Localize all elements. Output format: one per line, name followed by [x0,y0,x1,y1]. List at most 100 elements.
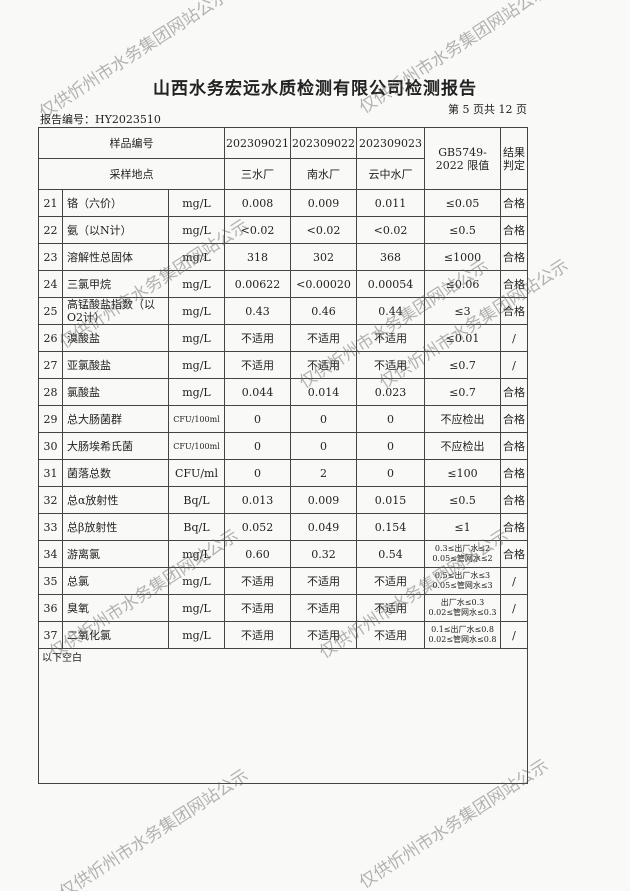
cell: 合格 [500,189,528,217]
data-row: 25 高锰酸盐指数（以O2计） mg/L 0.43 0.46 0.44 ≤3 合格 [38,297,528,325]
cell: ≤0.5 [424,486,501,514]
cell: / [500,594,528,622]
limit-line: 0.3≤出厂水≤2 [434,544,491,553]
limit-line: 出厂水≤0.3 [440,598,485,607]
cell: 0.052 [224,513,291,541]
cell: 合格 [500,243,528,271]
cell: 不适用 [224,351,291,379]
cell: mg/L [168,594,225,622]
data-row: 31 菌落总数 CFU/ml 0 2 0 ≤100 合格 [38,459,528,487]
cell: 二氧化氯 [62,621,169,649]
cell: ≤0.06 [424,270,501,298]
cell: 0.049 [290,513,357,541]
cell: 不适用 [290,621,357,649]
cell: 总氯 [62,567,169,595]
cell: 0.00622 [224,270,291,298]
data-row: 36 臭氧 mg/L 不适用 不适用 不适用 出厂水≤0.3 0.02≤管网水≤0.3/ [38,594,528,622]
cell: 合格 [500,540,528,568]
cell: mg/L [168,540,225,568]
cell: CFU/ml [168,459,225,487]
results-table: 样品编号 202309021 202309022 202309023 GB5749-20… [38,127,528,784]
cell: 0 [290,432,357,460]
cell: 302 [290,243,357,271]
header-cell: 云中水厂 [356,158,425,190]
cell: Bq/L [168,513,225,541]
cell: 0.015 [356,486,425,514]
header-cell: 结果判定 [500,127,528,190]
cell: 总α放射性 [62,486,169,514]
data-row: 28 氯酸盐 mg/L 0.044 0.014 0.023 ≤0.7 合格 [38,378,528,406]
data-row: 34 游离氯 mg/L 0.60 0.32 0.54 0.3≤出厂水≤2 0.05≤管网水≤2… [38,540,528,568]
cell: 0 [224,459,291,487]
cell: 31 [38,459,63,487]
cell: 34 [38,540,63,568]
cell: 总大肠菌群 [62,405,169,433]
cell: 0.46 [290,297,357,325]
cell: 0 [356,405,425,433]
cell: 总β放射性 [62,513,169,541]
cell: 合格 [500,216,528,244]
limit-cell: 出厂水≤0.3 0.02≤管网水≤0.3 [424,594,501,622]
header-cell: 202309023 [356,127,425,159]
cell: ≤0.05 [424,189,501,217]
cell: mg/L [168,351,225,379]
cell: / [500,621,528,649]
limit-line: 0.1≤出厂水≤0.8 [431,625,494,634]
limit-cell: 0.3≤出厂水≤2 0.05≤管网水≤2 [424,540,501,568]
cell: 0.60 [224,540,291,568]
limit-cell: 0.5≤出厂水≤3 0.05≤管网水≤3 [424,567,501,595]
cell: CFU/100ml [168,432,225,460]
cell: 0.54 [356,540,425,568]
cell: 33 [38,513,63,541]
cell: 合格 [500,432,528,460]
cell: mg/L [168,378,225,406]
cell: 2 [290,459,357,487]
cell: 溴酸盐 [62,324,169,352]
cell: 0 [290,405,357,433]
cell: 0.044 [224,378,291,406]
data-row: 21 铬（六价） mg/L 0.008 0.009 0.011 ≤0.05 合格 [38,189,528,217]
data-row: 29 总大肠菌群 CFU/100ml 0 0 0 不应检出 合格 [38,405,528,433]
cell: 0.154 [356,513,425,541]
cell: 32 [38,486,63,514]
cell: 0.44 [356,297,425,325]
cell: 合格 [500,459,528,487]
cell: ≤0.5 [424,216,501,244]
cell: 21 [38,189,63,217]
cell: 368 [356,243,425,271]
cell: 0.008 [224,189,291,217]
cell: 0 [224,432,291,460]
cell: 318 [224,243,291,271]
cell: 0.013 [224,486,291,514]
cell: Bq/L [168,486,225,514]
cell: 0.32 [290,540,357,568]
data-row: 27 亚氯酸盐 mg/L 不适用 不适用 不适用 ≤0.7/ [38,351,528,379]
cell: 氨（以N计） [62,216,169,244]
cell: 不适用 [290,594,357,622]
cell: 高锰酸盐指数（以O2计） [62,297,169,325]
cell: 不适用 [290,567,357,595]
header-cell: 三水厂 [224,158,291,190]
cell: 不适用 [224,621,291,649]
cell: 35 [38,567,63,595]
cell: / [500,567,528,595]
cell: 铬（六价） [62,189,169,217]
cell: 不应检出 [424,405,501,433]
limit-line: 0.02≤管网水≤0.8 [428,635,497,644]
cell: 亚氯酸盐 [62,351,169,379]
cell: 26 [38,324,63,352]
cell: 28 [38,378,63,406]
data-row: 22 氨（以N计） mg/L <0.02 <0.02 <0.02 ≤0.5 合格 [38,216,528,244]
cell: 不应检出 [424,432,501,460]
cell: 36 [38,594,63,622]
cell: <0.02 [290,216,357,244]
header-row: 采样地点 三水厂 南水厂 云中水厂 [38,158,528,190]
cell: 不适用 [356,621,425,649]
cell: 30 [38,432,63,460]
cell: <0.02 [224,216,291,244]
cell: 合格 [500,486,528,514]
cell: CFU/100ml [168,405,225,433]
watermark: 仅供忻州市水务集团网站公示 [35,0,233,123]
cell: 0.009 [290,189,357,217]
